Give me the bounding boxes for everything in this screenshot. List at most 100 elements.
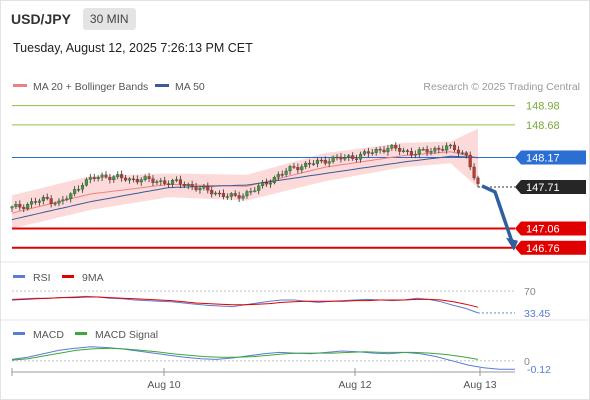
x-tick-aug13: Aug 13 xyxy=(463,379,496,391)
candle-body xyxy=(245,191,249,197)
candle-body xyxy=(417,149,421,155)
ma50-legend-swatch xyxy=(155,84,169,87)
candle-body xyxy=(382,149,386,153)
level-label-147.06: 147.06 xyxy=(515,221,586,236)
candle-body xyxy=(476,177,480,184)
candle-body xyxy=(272,177,276,184)
level-label-tag xyxy=(515,150,586,165)
candle-body xyxy=(190,184,194,187)
ma20-legend-swatch xyxy=(13,84,27,87)
candle-body xyxy=(151,178,155,183)
candle-body xyxy=(92,177,96,179)
candle-body xyxy=(147,176,151,179)
candle-body xyxy=(104,174,108,178)
forecast-arrow xyxy=(481,184,514,243)
candle-body xyxy=(77,189,81,191)
candle-body xyxy=(225,196,229,198)
rsi-legend-label: RSI xyxy=(33,272,51,284)
candle-body xyxy=(351,155,355,159)
candle-body xyxy=(206,186,210,191)
candle-body xyxy=(268,182,273,185)
candle-body xyxy=(304,162,308,167)
candle-body xyxy=(405,150,410,152)
candle-body xyxy=(229,193,233,197)
candle-body xyxy=(409,151,413,156)
candle-body xyxy=(343,157,347,160)
candle-body xyxy=(319,159,323,162)
candle-body xyxy=(174,179,179,181)
candle-body xyxy=(331,156,335,162)
candle-body xyxy=(167,183,171,185)
candle-body xyxy=(413,154,417,156)
forecast-arrowhead xyxy=(506,237,518,251)
level-label-text: 148.68 xyxy=(526,120,560,132)
x-tick-aug12: Aug 12 xyxy=(338,379,371,391)
ma20-line xyxy=(11,151,479,214)
candle-body xyxy=(292,166,296,168)
macd-last-value: -0.12 xyxy=(527,364,551,376)
candle-body xyxy=(57,200,61,204)
rsi-legend-swatch xyxy=(13,275,25,278)
macd-panel: 0-0.12 xyxy=(11,346,551,376)
candle-body xyxy=(308,162,312,165)
candle-body xyxy=(159,180,163,182)
credit-text: Research © 2025 Trading Central xyxy=(423,81,580,93)
candle-body xyxy=(386,148,390,153)
candle-body xyxy=(37,200,41,203)
candle-body xyxy=(366,151,370,154)
candle-body xyxy=(253,190,257,192)
rsi-legend: RSI 9MA xyxy=(13,272,104,284)
chart-header: USD/JPY 30 MIN xyxy=(11,7,136,31)
main-legend: MA 20 + Bollinger Bands MA 50 Research ©… xyxy=(13,81,580,93)
candle-body xyxy=(30,201,34,205)
candle-body xyxy=(198,188,202,191)
candle-body xyxy=(264,182,269,185)
candle-body xyxy=(378,148,382,151)
candle-body xyxy=(241,195,245,199)
candle-body xyxy=(347,155,351,158)
level-label-tag xyxy=(515,240,586,255)
candle-body xyxy=(257,185,261,191)
level-label-148.68: 148.68 xyxy=(526,120,560,132)
macd-zero-label: 0 xyxy=(524,356,530,368)
candle-body xyxy=(143,176,147,180)
candle-body xyxy=(194,186,198,191)
candle-body xyxy=(178,179,182,185)
candle-body xyxy=(135,179,139,183)
candle-body xyxy=(362,151,366,155)
candle-body xyxy=(217,192,222,195)
candle-body xyxy=(69,193,73,199)
candle-body xyxy=(14,204,18,207)
candle-body xyxy=(472,166,476,179)
candle-body xyxy=(26,204,30,209)
level-label-tag xyxy=(515,221,586,236)
level-label-148.17: 148.17 xyxy=(515,150,586,165)
candle-body xyxy=(210,190,214,195)
timeframe-badge[interactable]: 30 MIN xyxy=(82,8,136,30)
candle-body xyxy=(131,178,135,180)
x-tick-aug10: Aug 10 xyxy=(147,379,180,391)
candle-body xyxy=(441,149,445,151)
candle-body xyxy=(10,206,14,209)
candle-body xyxy=(112,176,116,181)
candle-body xyxy=(433,148,437,152)
level-label-text: 147.71 xyxy=(526,182,560,194)
candle-body xyxy=(374,148,378,153)
candle-body xyxy=(339,156,343,160)
candle-body xyxy=(402,150,406,152)
candle-body xyxy=(182,184,186,187)
candle-body xyxy=(163,180,167,184)
rsi-ma-legend-swatch xyxy=(62,275,74,278)
candle-body xyxy=(96,177,100,179)
macd-line xyxy=(11,346,515,370)
rsi-last-value: 33.45 xyxy=(524,308,550,320)
candle-body xyxy=(237,195,241,199)
symbol-title: USD/JPY xyxy=(11,11,71,27)
candle-body xyxy=(429,151,433,153)
candle-body xyxy=(449,144,453,147)
candle-body xyxy=(358,153,363,160)
candle-body xyxy=(296,167,300,171)
candle-body xyxy=(445,145,449,151)
macd-legend-swatch xyxy=(13,332,25,335)
ma20-legend-label: MA 20 + Bollinger Bands xyxy=(33,81,148,93)
